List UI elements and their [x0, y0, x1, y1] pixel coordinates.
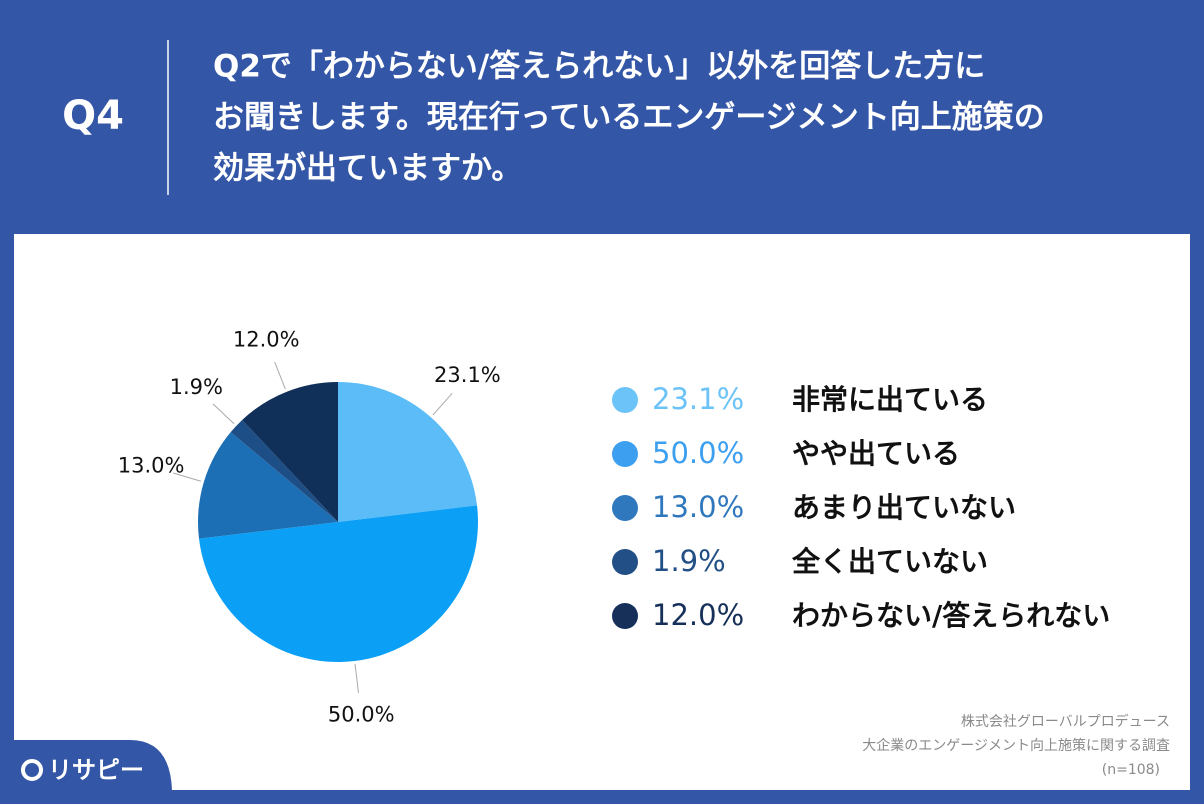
leader-line: [274, 361, 286, 390]
leader-line: [354, 663, 359, 693]
logo-tab: [0, 740, 172, 804]
legend-dot: [612, 441, 638, 467]
legend-dot: [612, 495, 638, 521]
source: 株式会社グローバルプロデュース: [961, 713, 1170, 730]
data-label: 1.9%: [170, 375, 223, 399]
legend-dot: [612, 549, 638, 575]
legend-value: 12.0%: [652, 598, 744, 632]
pie-slice: [198, 505, 478, 663]
data-label: 13.0%: [118, 453, 185, 477]
legend-value: 50.0%: [652, 436, 744, 470]
legend-dot: [612, 387, 638, 413]
legend-value: 13.0%: [652, 490, 744, 524]
legend-value: 23.1%: [652, 382, 744, 416]
leader-line: [432, 393, 453, 416]
data-label: 23.1%: [434, 363, 501, 387]
pie-slice: [242, 382, 338, 522]
title-line: Q2で「わからない/答えられない」以外を回答した方に: [213, 49, 985, 85]
pie-slice: [230, 419, 338, 522]
title-line: お聞きします。現在行っているエンゲージメント向上施策の: [213, 100, 1045, 136]
legend-label: 全く出ていない: [791, 545, 988, 578]
legend-label: あまり出ていない: [792, 491, 1016, 524]
leader-line: [212, 403, 235, 425]
data-label: 50.0%: [328, 703, 395, 727]
pie-slice: [198, 432, 338, 539]
question-label: Q4: [62, 93, 124, 139]
data-label: 12.0%: [233, 328, 300, 352]
legend-dot: [612, 603, 638, 629]
legend-label: 非常に出ている: [792, 383, 988, 416]
logo-icon: [21, 759, 43, 781]
legend-label: わからない/答えられない: [792, 599, 1110, 632]
sample-size: (n=108): [1102, 762, 1160, 778]
logo: リサピー: [48, 756, 144, 784]
leader-line: [172, 472, 202, 482]
legend-value: 1.9%: [652, 544, 726, 578]
source: 大企業のエンゲージメント向上施策に関する調査: [862, 737, 1170, 754]
title-line: 効果が出ていますか。: [213, 151, 522, 187]
pie-slice: [338, 382, 478, 522]
legend-label: やや出ている: [792, 437, 960, 470]
